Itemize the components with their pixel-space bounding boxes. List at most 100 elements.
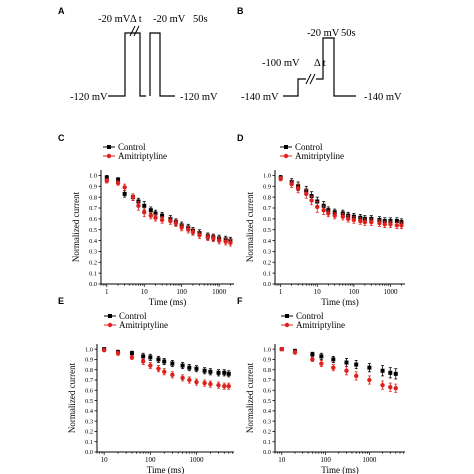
x-tick-label: 1 (279, 288, 283, 296)
data-point (345, 216, 351, 222)
data-point (332, 213, 337, 218)
data-point (205, 235, 211, 240)
data-point (216, 382, 221, 388)
data-point (101, 347, 107, 353)
label-pulse2-a: -20 mV (153, 14, 186, 25)
chart-f: F 0.0 0.1 0.2 0.3 0.4 0.5 0.6 0.7 0.8 0.9 1.0 10 100 1… (237, 296, 405, 474)
legend-marker (107, 322, 113, 328)
y-tick-label: 0.1 (263, 270, 271, 277)
y-tick-label: 0.7 (263, 205, 271, 212)
legend-label: Control (296, 311, 324, 321)
panel-letter-a: A (58, 6, 65, 16)
data-point (187, 377, 192, 383)
data-point (156, 357, 161, 362)
x-tick-label: 100 (145, 456, 156, 464)
data-point (321, 207, 326, 213)
label-dt-b: Δ t (314, 58, 326, 69)
y-tick-label: 0.1 (85, 439, 93, 446)
data-point (367, 365, 372, 370)
data-point (292, 350, 298, 355)
y-tick-label: 0.4 (263, 238, 272, 245)
data-point (186, 227, 191, 232)
y-axis-label: Normalized current (67, 362, 77, 433)
y-tick-label: 0.1 (263, 439, 271, 446)
legend-label: Control (119, 311, 147, 321)
data-point (159, 217, 165, 223)
data-point (208, 381, 213, 387)
label-pulse-b: -20 mV (307, 28, 340, 39)
data-point (309, 198, 314, 203)
series-amitriptyline (279, 346, 398, 393)
y-tick-label: 1.0 (263, 346, 271, 353)
data-point (310, 352, 315, 357)
data-point (216, 370, 221, 375)
data-point (289, 181, 294, 187)
data-point (399, 223, 404, 228)
y-tick-label: 0.6 (263, 216, 271, 223)
data-point (116, 177, 121, 182)
y-tick-label: 0.8 (263, 194, 271, 201)
data-point (162, 369, 167, 374)
data-point (222, 370, 227, 375)
data-point (351, 217, 357, 223)
data-point (141, 354, 146, 359)
x-tick-label: 10 (278, 456, 286, 464)
data-point (170, 361, 175, 366)
x-tick-label: 1000 (362, 456, 377, 464)
data-point (208, 369, 213, 374)
data-point (319, 354, 324, 359)
y-tick-label: 0.5 (85, 398, 93, 405)
legend-marker (107, 145, 111, 149)
data-point (115, 351, 121, 356)
data-point (344, 360, 349, 365)
chart-c: C 0.0 0.1 0.2 0.3 0.4 0.5 0.6 0.7 0.8 0.9 1.0 1 10 100… (58, 133, 234, 307)
y-tick-label: 0.5 (263, 227, 271, 234)
data-point (382, 222, 387, 227)
data-point (170, 372, 175, 378)
x-tick-label: 100 (349, 288, 360, 296)
label-end-b: -140 mV (364, 92, 402, 103)
data-point (216, 238, 222, 243)
legend-marker (284, 145, 288, 149)
data-point (202, 380, 207, 386)
y-tick-label: 0.7 (85, 377, 93, 384)
data-point (153, 215, 158, 220)
data-point (340, 214, 346, 219)
data-point (142, 203, 147, 208)
data-point (388, 370, 393, 375)
y-tick-label: 0.0 (89, 281, 97, 288)
data-point (354, 373, 359, 379)
x-axis-label: Time (ms) (149, 297, 186, 307)
series-control (279, 347, 398, 380)
y-tick-label: 0.0 (263, 281, 271, 288)
data-point (187, 365, 192, 370)
chart-d: D 0.0 0.1 0.2 0.3 0.4 0.5 0.6 0.7 0.8 0.9 1.0 1 10 100… (237, 133, 405, 307)
legend-marker (283, 153, 289, 159)
data-point (362, 219, 368, 225)
data-point (278, 176, 283, 181)
x-tick-label: 1000 (212, 288, 227, 296)
label-hold-b: -140 mV (241, 92, 279, 103)
legend-marker (108, 314, 112, 318)
y-tick-label: 1.0 (263, 173, 271, 180)
data-point (148, 213, 154, 218)
y-tick-label: 0.9 (263, 183, 271, 190)
panel-letter-f: F (237, 296, 243, 306)
data-point (142, 210, 147, 215)
series-control (102, 347, 231, 378)
panel-b: B -140 mV -100 mV Δ t -20 mV 50s -140 mV (237, 6, 402, 103)
data-point (344, 368, 349, 373)
data-point (160, 213, 165, 218)
data-point (148, 208, 153, 213)
data-point (156, 366, 161, 371)
data-point (202, 368, 207, 373)
y-tick-label: 0.6 (89, 216, 97, 223)
y-tick-label: 0.6 (263, 387, 271, 394)
legend-marker (285, 314, 289, 318)
y-tick-label: 0.0 (263, 449, 271, 456)
